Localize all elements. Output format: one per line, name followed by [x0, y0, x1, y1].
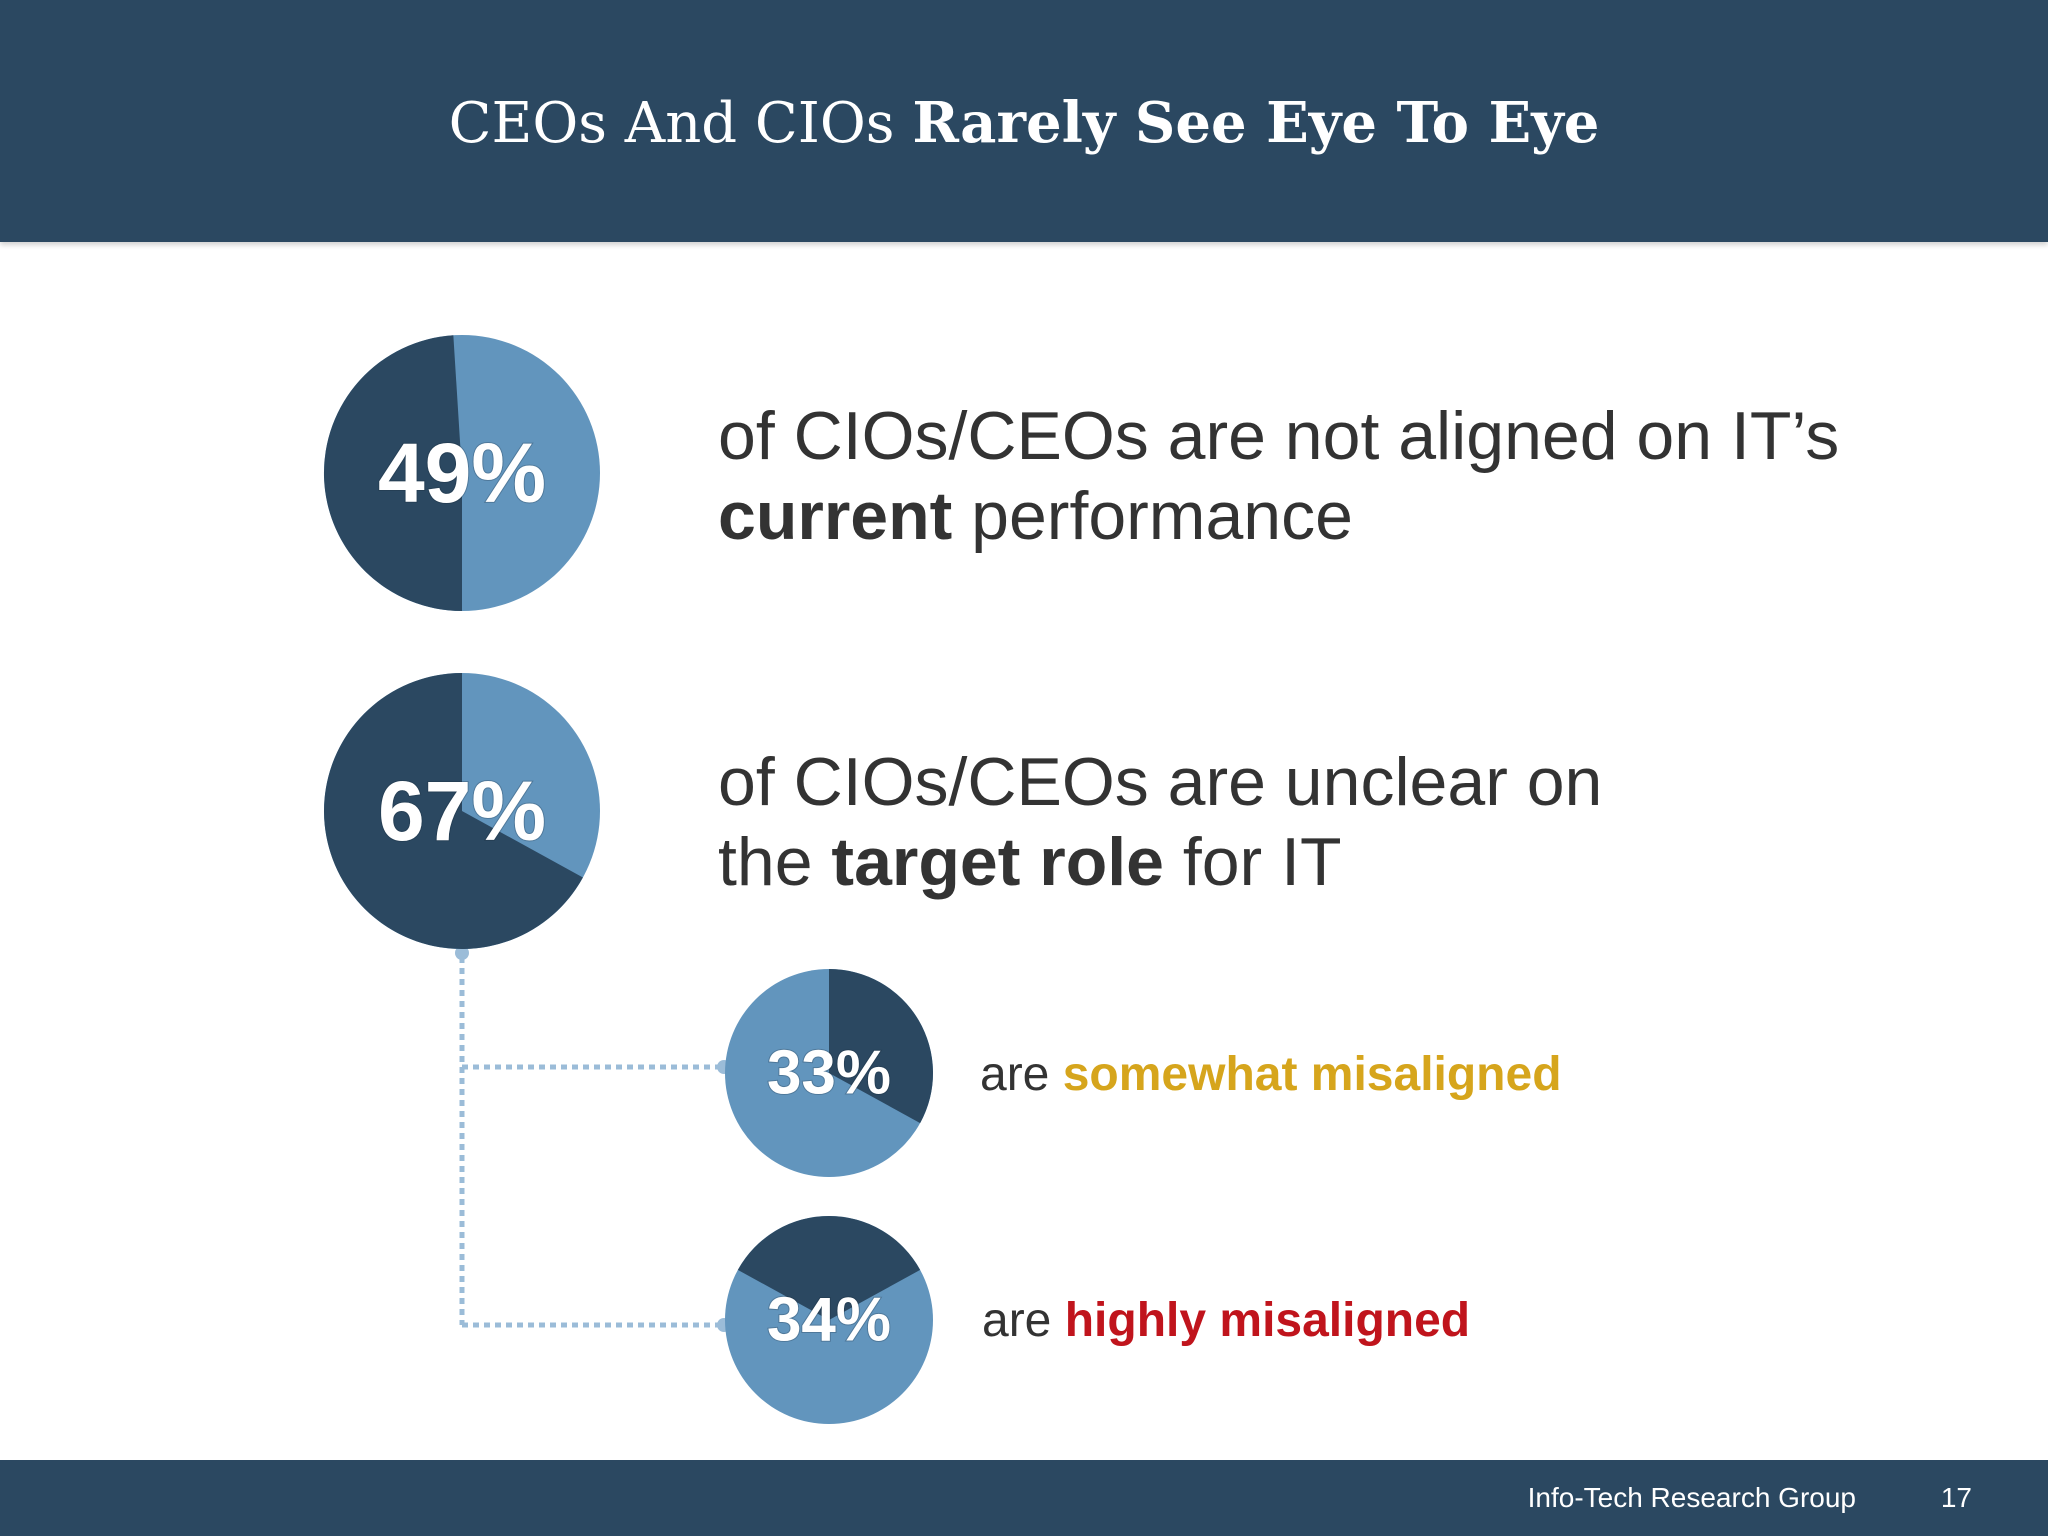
pie-percent-label: 67%	[378, 764, 546, 858]
stat-target-line1: of CIOs/CEOs are unclear on	[718, 744, 1603, 820]
footer-bar: Info-Tech Research Group 17	[0, 1460, 2048, 1536]
pie-percent-label: 49%	[378, 426, 546, 520]
pie-chart-67: 67%	[323, 673, 600, 949]
pies: 49% 67% 33% 34%	[323, 335, 934, 1424]
pie-slice-value	[323, 335, 462, 611]
footer-org: Info-Tech Research Group	[1527, 1482, 1856, 1513]
pie-percent-label: 33%	[767, 1039, 891, 1108]
stat-somewhat-highlight: somewhat misaligned	[1062, 1048, 1562, 1101]
page-title: CEOs And CIOs Rarely See Eye To Eye	[0, 78, 2048, 169]
stat-highly-misaligned: are highly misaligned	[982, 1293, 1470, 1349]
stat-current-line2: current performance	[718, 476, 1839, 556]
header-bar	[0, 0, 2048, 242]
footer-page-number: 17	[1940, 1482, 1972, 1513]
stat-highly-highlight: highly misaligned	[1064, 1294, 1471, 1347]
connector-lines	[455, 946, 731, 1332]
pie-chart-33: 33%	[725, 969, 934, 1177]
pie-slice-value	[323, 673, 583, 949]
stat-target-bold: target role	[831, 824, 1164, 900]
title-regular: CEOs And CIOs	[448, 91, 913, 156]
stat-target-role: of CIOs/CEOs are unclear on the target r…	[718, 742, 1602, 902]
stat-current-bold: current	[718, 478, 953, 554]
pie-chart-34: 34%	[725, 1215, 933, 1424]
pie-slice-value	[737, 1215, 921, 1320]
stat-current-line1: of CIOs/CEOs are not aligned on IT’s	[718, 398, 1840, 474]
stat-target-rest: for IT	[1163, 824, 1342, 900]
stat-somewhat-prefix: are	[980, 1048, 1063, 1101]
connector-node-top	[455, 946, 469, 960]
stat-highly-prefix: are	[982, 1294, 1065, 1347]
stat-target-pre: the	[718, 824, 832, 900]
pie-percent-label: 34%	[767, 1286, 891, 1355]
title-bold: Rarely See Eye To Eye	[912, 90, 1600, 156]
stat-somewhat-misaligned: are somewhat misaligned	[980, 1047, 1562, 1103]
pie-chart-49: 49%	[323, 335, 600, 611]
stat-target-line2: the target role for IT	[718, 822, 1602, 902]
pie-slice-value	[829, 969, 934, 1124]
stat-current-performance: of CIOs/CEOs are not aligned on IT’s cur…	[718, 396, 1839, 556]
stat-current-rest: performance	[952, 478, 1353, 554]
